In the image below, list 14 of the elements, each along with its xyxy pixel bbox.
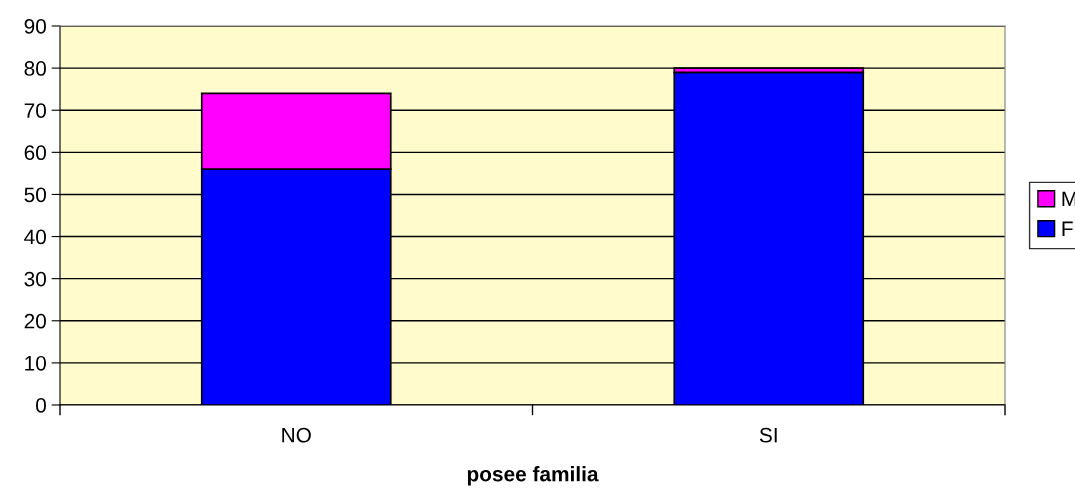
y-tick-label: 70 xyxy=(24,103,46,118)
y-tick-label: 90 xyxy=(24,19,46,34)
y-tick-label: 50 xyxy=(24,187,46,203)
y-tick-label: 30 xyxy=(24,271,46,287)
x-tick-label: NO xyxy=(282,427,311,443)
y-tick-label: 80 xyxy=(24,61,46,76)
x-axis-title: posee familia xyxy=(467,466,599,486)
y-tick-label: 20 xyxy=(24,313,46,329)
y-tick-label: 40 xyxy=(24,229,46,245)
y-tick-label: 60 xyxy=(24,145,46,161)
legend-label: F xyxy=(1062,221,1073,236)
x-tick-label: SI xyxy=(759,427,777,443)
y-tick-label: 0 xyxy=(36,398,46,413)
y-tick-label: 10 xyxy=(25,355,46,371)
